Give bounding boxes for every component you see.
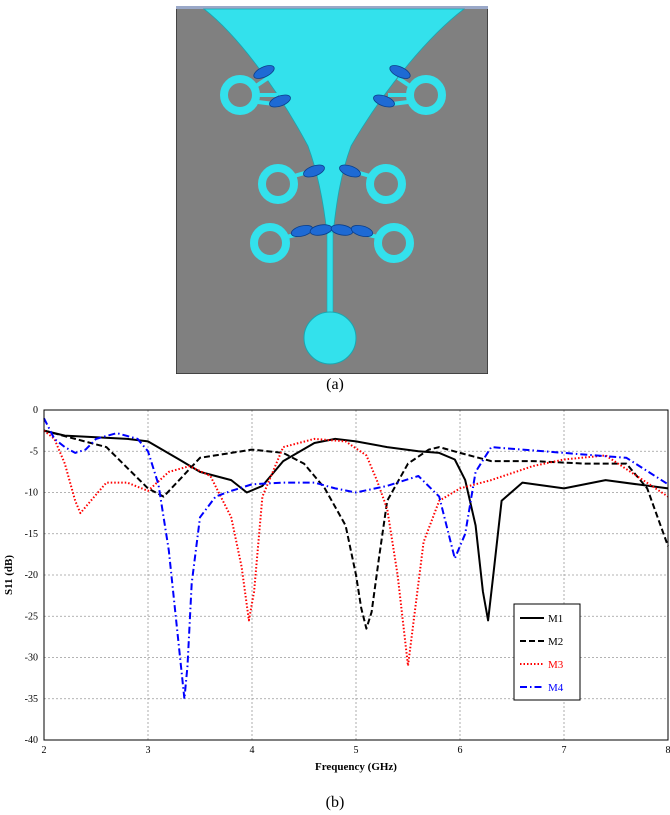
x-tick-label: 4 <box>250 745 255 756</box>
s11-chart: 2 3 4 5 6 7 8 0 -5 -10 -15 -20 -25 -30 -35 -40 Frequenc… <box>3 405 670 773</box>
legend-label: M3 <box>548 659 564 671</box>
tick-labels: 2 3 4 5 6 7 8 0 -5 -10 -15 -20 -25 -30 -35 -40 <box>25 405 670 756</box>
y-tick-label: -40 <box>25 735 38 746</box>
y-tick-label: -10 <box>25 488 38 499</box>
series-line-m1 <box>43 429 669 622</box>
x-axis-label: Frequency (GHz) <box>315 761 397 773</box>
y-tick-label: -25 <box>25 611 38 622</box>
y-tick-label: -5 <box>30 446 38 457</box>
series-layer <box>43 417 669 700</box>
legend-label: M4 <box>548 682 564 694</box>
legend-box <box>513 603 581 701</box>
x-tick-label: 5 <box>354 745 359 756</box>
series-line-m3 <box>43 429 669 667</box>
feed-line <box>326 231 334 317</box>
substrate-top-edge <box>176 6 488 9</box>
y-tick-label: -35 <box>25 694 38 705</box>
caption-b: (b) <box>325 794 345 811</box>
y-tick-label: -30 <box>25 653 38 664</box>
x-tick-label: 2 <box>42 745 47 756</box>
x-tick-label: 8 <box>666 745 670 756</box>
y-tick-label: -15 <box>25 529 38 540</box>
x-tick-label: 3 <box>146 745 151 756</box>
y-tick-label: 0 <box>33 405 38 416</box>
caption-a: (a) <box>326 376 344 393</box>
x-tick-label: 7 <box>562 745 567 756</box>
switch-diodes <box>253 65 411 238</box>
legend-label: M2 <box>548 636 563 648</box>
feed-port <box>303 311 357 365</box>
y-axis-label: S11 (dB) <box>3 555 15 595</box>
antenna-figure <box>176 6 488 374</box>
x-tick-label: 6 <box>458 745 463 756</box>
legend: M1 M2 M3 M4 <box>513 603 581 701</box>
plot-frame <box>43 409 669 741</box>
legend-label: M1 <box>548 613 563 625</box>
series-line-m4 <box>43 417 669 700</box>
y-tick-label: -20 <box>25 570 38 581</box>
